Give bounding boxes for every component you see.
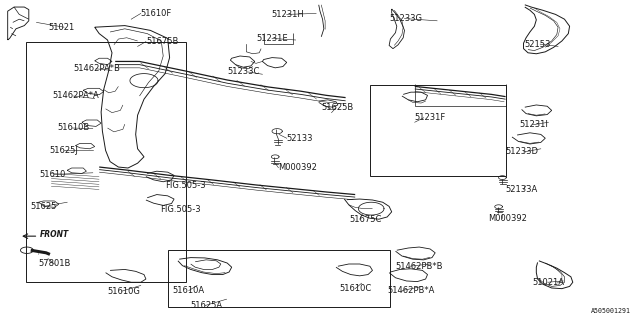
Text: 52153: 52153 [525,40,551,49]
Text: FRONT: FRONT [40,230,69,239]
Text: 51610G: 51610G [108,287,140,296]
Text: 51625A: 51625A [191,301,223,310]
Text: 51021: 51021 [48,23,74,32]
Text: 57801B: 57801B [38,260,71,268]
Text: 51462PA*A: 51462PA*A [52,92,99,100]
Text: 52133A: 52133A [506,185,538,194]
Text: 51021A: 51021A [532,278,564,287]
Text: FIG.505-3: FIG.505-3 [165,181,205,190]
Text: 51233C: 51233C [227,68,260,76]
Text: 51625: 51625 [31,202,57,211]
Bar [26,42,186,282]
Text: 51233G: 51233G [389,14,422,23]
Text: 51625J: 51625J [49,146,78,155]
Text: 52133: 52133 [287,134,313,143]
Text: 51462PB*B: 51462PB*B [396,262,443,271]
Text: 51231H: 51231H [271,10,304,19]
Text: 51675C: 51675C [349,215,382,224]
Text: 51675B: 51675B [146,37,179,46]
Bar [370,85,506,176]
Text: 51462PB*A: 51462PB*A [387,286,435,295]
Text: 51625B: 51625B [321,103,353,112]
Text: 51610F: 51610F [141,9,172,18]
Text: M000392: M000392 [278,163,317,172]
Text: FIG.505-3: FIG.505-3 [160,205,200,214]
Text: 51231F: 51231F [415,113,446,122]
Text: A505001291: A505001291 [590,308,630,314]
Text: 51233D: 51233D [506,148,539,156]
Text: 51231I: 51231I [520,120,548,129]
Text: 51610C: 51610C [339,284,371,293]
Text: 51462PA*B: 51462PA*B [74,64,120,73]
Text: 51610B: 51610B [58,124,90,132]
Text: 51610: 51610 [40,170,66,179]
Bar [168,250,390,307]
Text: 51231E: 51231E [256,34,287,43]
Text: 51610A: 51610A [173,286,205,295]
Text: M000392: M000392 [488,214,527,223]
